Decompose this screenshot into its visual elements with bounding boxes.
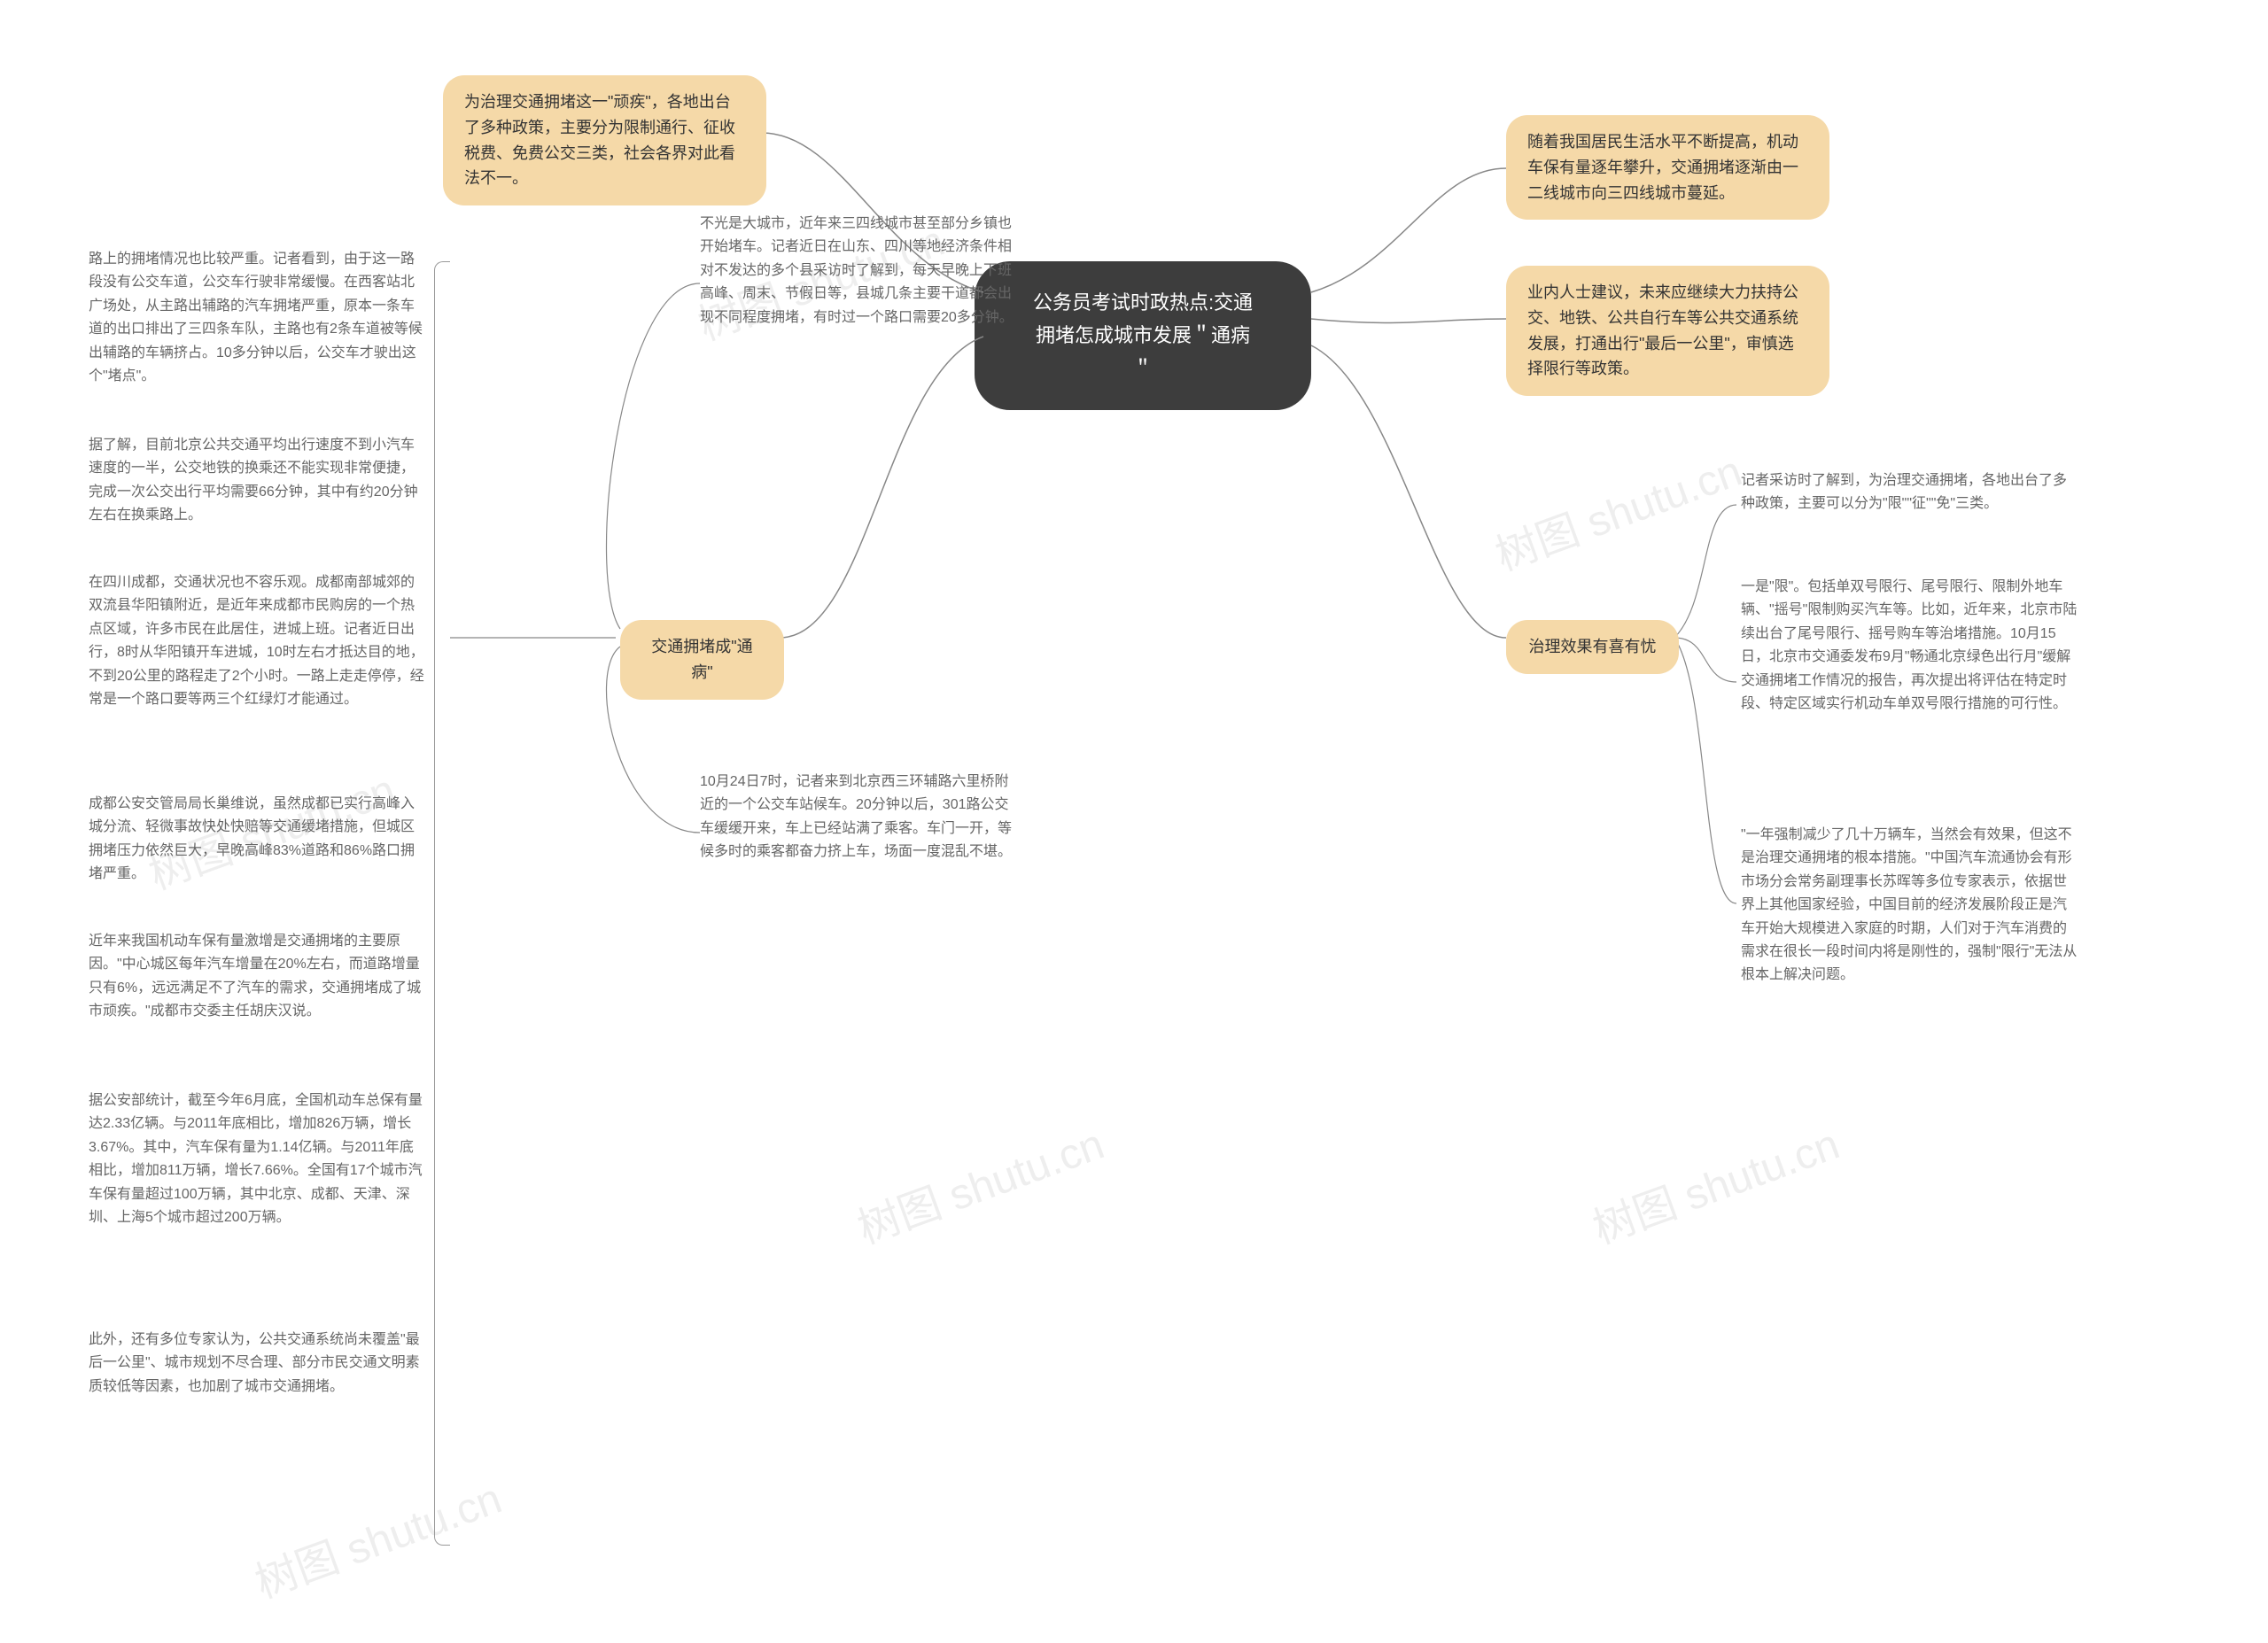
right-r3-c3: "一年强制减少了几十万辆车，当然会有效果，但这不是治理交通拥堵的根本措施。"中国… bbox=[1741, 824, 2078, 988]
left-g5: 近年来我国机动车保有量激增是交通拥堵的主要原因。"中心城区每年汽车增量在20%左… bbox=[89, 930, 425, 1024]
watermark: 树图 shutu.cn bbox=[1583, 1109, 1846, 1255]
left-d2: 10月24日7时，记者来到北京西三环辅路六里桥附近的一个公交车站候车。20分钟以… bbox=[700, 771, 1019, 864]
bracket-left-group bbox=[434, 261, 450, 1546]
left-g3: 在四川成都，交通状况也不容乐观。成都南部城郊的双流县华阳镇附近，是近年来成都市民… bbox=[89, 571, 425, 711]
left-topic-2: 交通拥堵成"通病" bbox=[620, 620, 784, 700]
right-r3-c1: 记者采访时了解到，为治理交通拥堵，各地出台了多种政策，主要可以分为"限""征""… bbox=[1741, 469, 2078, 516]
right-topic-2: 业内人士建议，未来应继续大力扶持公交、地铁、公共自行车等公共交通系统发展，打通出… bbox=[1506, 266, 1829, 396]
left-d1: 不光是大城市，近年来三四线城市甚至部分乡镇也开始堵车。记者近日在山东、四川等地经… bbox=[700, 213, 1019, 329]
left-g1: 路上的拥堵情况也比较严重。记者看到，由于这一路段没有公交车道，公交车行驶非常缓慢… bbox=[89, 248, 425, 388]
right-topic-1: 随着我国居民生活水平不断提高，机动车保有量逐年攀升，交通拥堵逐渐由一二线城市向三… bbox=[1506, 115, 1829, 220]
central-topic: 公务员考试时政热点:交通 拥堵怎成城市发展＂通病 ＂ bbox=[975, 261, 1311, 410]
watermark: 树图 shutu.cn bbox=[245, 1463, 509, 1609]
left-g4: 成都公安交管局局长巢维说，虽然成都已实行高峰入城分流、轻微事故快处快赔等交通缓堵… bbox=[89, 793, 425, 887]
left-g6: 据公安部统计，截至今年6月底，全国机动车总保有量达2.33亿辆。与2011年底相… bbox=[89, 1089, 425, 1229]
left-topic-1: 为治理交通拥堵这一"顽疾"，各地出台了多种政策，主要分为限制通行、征收税费、免费… bbox=[443, 75, 766, 205]
right-topic-3: 治理效果有喜有忧 bbox=[1506, 620, 1679, 674]
right-r3-c2: 一是"限"。包括单双号限行、尾号限行、限制外地车辆、"摇号"限制购买汽车等。比如… bbox=[1741, 576, 2078, 716]
central-line2: 拥堵怎成城市发展＂通病 bbox=[1006, 319, 1279, 352]
central-line1: 公务员考试时政热点:交通 bbox=[1006, 286, 1279, 319]
central-line3: ＂ bbox=[1006, 353, 1279, 385]
watermark: 树图 shutu.cn bbox=[848, 1109, 1111, 1255]
left-g2: 据了解，目前北京公共交通平均出行速度不到小汽车速度的一半，公交地铁的换乘还不能实… bbox=[89, 434, 425, 528]
watermark: 树图 shutu.cn bbox=[1486, 436, 1749, 582]
left-g7: 此外，还有多位专家认为，公共交通系统尚未覆盖"最后一公里"、城市规划不尽合理、部… bbox=[89, 1329, 425, 1399]
